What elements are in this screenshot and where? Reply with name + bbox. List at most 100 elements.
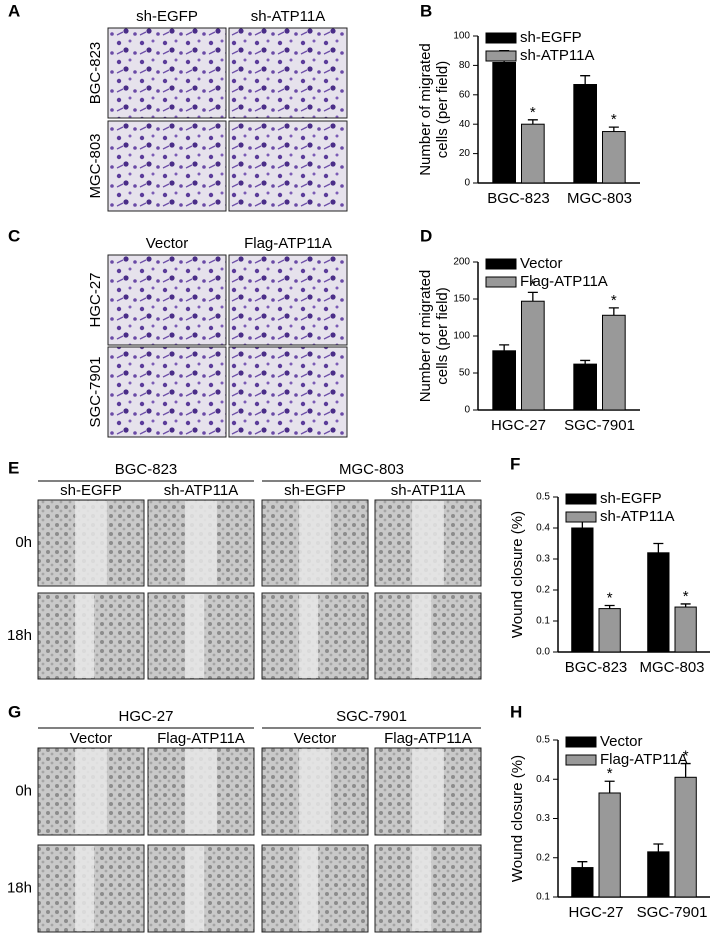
x-tick-label: BGC-823 xyxy=(565,659,628,676)
y-tick-label: 20 xyxy=(459,148,471,159)
x-tick-label: HGC-27 xyxy=(491,417,546,434)
legend-label: sh-ATP11A xyxy=(600,508,674,525)
group-label: HGC-27 xyxy=(118,708,173,725)
legend-swatch xyxy=(565,754,597,766)
y-axis-label: cells (per field) xyxy=(434,61,451,159)
error-bar xyxy=(527,291,538,302)
y-axis-label: Number of migrated xyxy=(417,270,434,403)
error-bar xyxy=(608,307,619,316)
row-label: HGC-27 xyxy=(87,272,104,327)
column-label: sh-ATP11A xyxy=(164,482,238,499)
column-label: Flag-ATP11A xyxy=(157,730,245,747)
bar xyxy=(571,527,594,653)
y-tick-label: 0.4 xyxy=(536,774,550,785)
row-label: 18h xyxy=(7,627,32,644)
wound-gap xyxy=(185,501,217,585)
y-tick-label: 150 xyxy=(453,294,470,305)
y-tick-label: 40 xyxy=(459,119,471,130)
x-tick-label: SGC-7901 xyxy=(637,904,708,921)
y-tick-label: 0.2 xyxy=(536,852,550,863)
wound-gap xyxy=(75,846,95,931)
y-tick-label: 80 xyxy=(459,60,471,71)
micrograph xyxy=(107,346,227,438)
y-tick-label: 0.3 xyxy=(536,813,550,824)
wound-gap xyxy=(299,749,331,834)
column-label: Flag-ATP11A xyxy=(384,730,472,747)
panel-letter: A xyxy=(8,1,20,20)
y-tick-label: 0.1 xyxy=(536,616,550,627)
row-label: 0h xyxy=(15,782,32,799)
x-tick-label: MGC-803 xyxy=(639,659,704,676)
bar xyxy=(521,300,545,411)
y-tick-label: 0 xyxy=(464,405,470,416)
y-axis-label: Wound closure (%) xyxy=(509,755,526,882)
micrograph xyxy=(228,27,348,119)
legend-label: Flag-ATP11A xyxy=(520,273,608,290)
y-tick-label: 100 xyxy=(453,31,470,42)
significance-mark: * xyxy=(607,589,613,606)
bar xyxy=(674,606,697,653)
micrograph xyxy=(107,120,227,212)
bar xyxy=(647,851,670,898)
panel-letter: D xyxy=(420,226,432,245)
y-tick-label: 60 xyxy=(459,89,471,100)
error-bar xyxy=(499,344,510,351)
group-label: BGC-823 xyxy=(115,461,178,478)
bar xyxy=(492,350,517,411)
wound-gap xyxy=(185,749,217,834)
legend-swatch xyxy=(485,258,517,270)
panel-letter: G xyxy=(8,702,21,721)
y-tick-label: 0 xyxy=(464,178,470,189)
significance-mark: * xyxy=(611,292,617,309)
wound-gap xyxy=(412,749,444,834)
row-label: MGC-803 xyxy=(87,133,104,198)
bar xyxy=(602,131,626,184)
y-tick-label: 0.2 xyxy=(536,585,550,596)
legend-label: Flag-ATP11A xyxy=(600,751,688,768)
legend-label: sh-EGFP xyxy=(520,29,582,46)
y-axis-label: Wound closure (%) xyxy=(509,511,526,638)
error-bar xyxy=(580,359,591,365)
wound-gap xyxy=(75,594,95,678)
error-bar xyxy=(680,603,691,608)
y-tick-label: 200 xyxy=(453,257,470,268)
x-tick-label: MGC-803 xyxy=(567,190,632,207)
wound-gap xyxy=(185,846,205,931)
wound-gap xyxy=(299,501,331,585)
column-label: sh-EGFP xyxy=(60,482,122,499)
y-tick-label: 0.0 xyxy=(536,647,550,658)
error-bar xyxy=(653,542,664,553)
wound-gap xyxy=(75,749,107,834)
error-bar xyxy=(604,780,615,793)
y-tick-label: 0.5 xyxy=(536,492,550,503)
legend-label: sh-EGFP xyxy=(600,490,662,507)
significance-mark: * xyxy=(683,588,689,605)
bar xyxy=(602,314,626,411)
error-bar xyxy=(577,861,588,868)
column-label: sh-EGFP xyxy=(136,8,198,25)
micrograph xyxy=(228,254,348,346)
significance-mark: * xyxy=(607,765,613,782)
group-label: MGC-803 xyxy=(339,461,404,478)
row-label: 0h xyxy=(15,534,32,551)
wound-gap xyxy=(412,594,432,678)
x-tick-label: SGC-7901 xyxy=(564,417,635,434)
micrograph xyxy=(228,346,348,438)
column-label: Vector xyxy=(294,730,337,747)
row-label: SGC-7901 xyxy=(87,357,104,428)
wound-gap xyxy=(185,594,205,678)
error-bar xyxy=(580,75,591,85)
column-label: sh-ATP11A xyxy=(391,482,465,499)
y-axis-label: Number of migrated xyxy=(417,43,434,176)
wound-gap xyxy=(299,846,319,931)
column-label: sh-ATP11A xyxy=(251,8,325,25)
column-label: sh-EGFP xyxy=(284,482,346,499)
legend-swatch xyxy=(485,50,517,62)
error-bar xyxy=(604,604,615,609)
significance-mark: * xyxy=(530,104,536,121)
micrograph xyxy=(107,27,227,119)
bar xyxy=(571,867,594,898)
y-tick-label: 0.4 xyxy=(536,523,550,534)
legend-label: Vector xyxy=(520,255,563,272)
